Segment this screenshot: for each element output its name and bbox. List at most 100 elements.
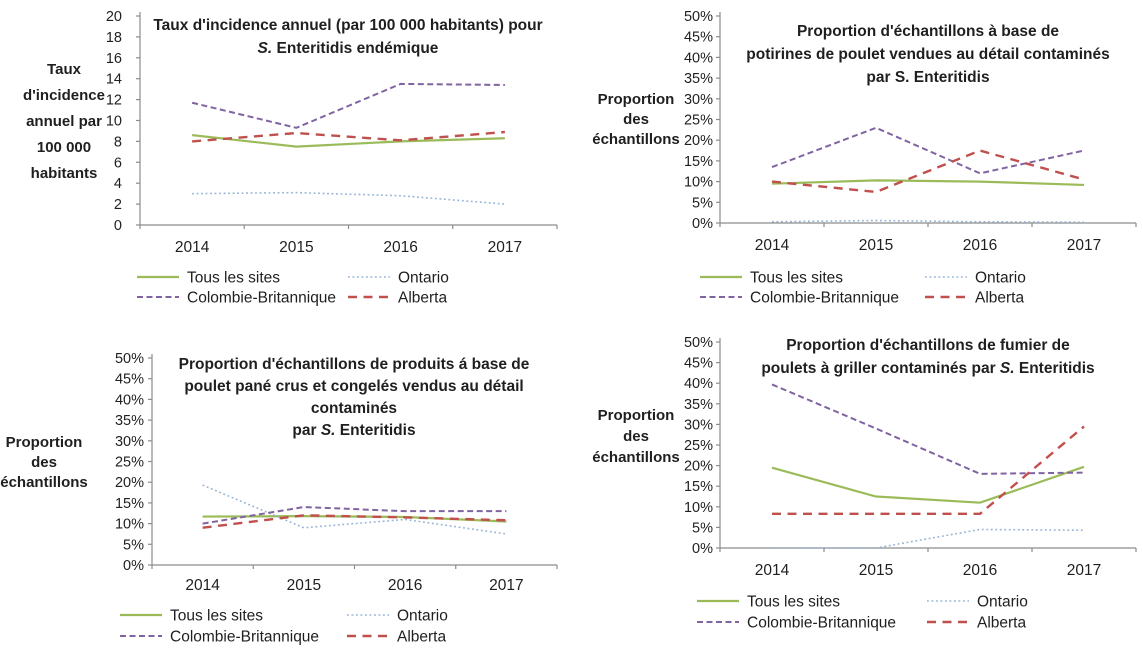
y-axis-title-line: des (31, 454, 57, 471)
series-line-0 (771, 179, 1085, 187)
y-axis-title-line: d'incidence (23, 87, 105, 104)
y-tick-label: 4 (114, 176, 122, 192)
y-tick-label: 50% (684, 9, 713, 25)
series-line-1 (771, 219, 1085, 223)
title-segment: par S. Enteritidis (866, 69, 990, 86)
chart-title-line: S. Enteritidis endémique (135, 37, 561, 60)
y-tick-label: 45% (115, 372, 144, 388)
axis-lines (719, 338, 1136, 549)
chart-title-line: contaminés (148, 398, 560, 420)
y-tick-label: 35% (684, 397, 713, 413)
series-line-2 (191, 82, 505, 129)
x-category-label: 2017 (1067, 237, 1101, 254)
title-italic-segment: S. (257, 40, 273, 57)
y-axis-title-line: des (623, 428, 649, 445)
y-axis-title: Proportion des échantillons (590, 405, 682, 468)
series-line-1 (202, 484, 507, 535)
y-axis-title-line: habitants (30, 165, 98, 182)
y-tick-label: 5% (692, 520, 713, 536)
title-segment: Proportion d'échantillons de produits á … (178, 356, 530, 373)
legend-label: Alberta (975, 290, 1024, 307)
y-axis-title-line: des (623, 111, 649, 128)
y-tick-label: 20% (684, 133, 713, 149)
legend-label: Colombie-Britannique (747, 615, 896, 632)
chart-title-line: Proportion d'échantillons de fumier de (707, 334, 1143, 357)
series-line-2 (771, 126, 1085, 175)
series-line-2 (202, 506, 507, 525)
series-line-3 (771, 149, 1085, 194)
y-tick-label: 20 (106, 9, 122, 25)
chart-title-line: poulets à griller contaminés par S. Ente… (707, 357, 1143, 380)
legend-label: Alberta (398, 290, 447, 307)
y-axis-title-line: Proportion (5, 434, 83, 451)
legend-label: Tous les sites (187, 270, 280, 287)
y-axis-title-line: Proportion (597, 407, 675, 424)
y-tick-label: 18 (106, 30, 122, 46)
legend-label: Ontario (398, 270, 449, 287)
series-line-1 (192, 191, 505, 205)
chart-title: Proportion d'échantillons de produits á … (148, 354, 560, 442)
y-tick-label: 25% (115, 455, 144, 471)
chart-title-line: par S. Enteritidis (711, 66, 1143, 89)
legend-label: Colombie-Britannique (187, 290, 336, 307)
title-segment: Enteritidis (1014, 360, 1095, 377)
y-axis-title: Proportion des échantillons (0, 433, 89, 493)
legend-label: Alberta (397, 629, 446, 646)
y-tick-label: 30% (115, 434, 144, 450)
legend-label: Alberta (977, 615, 1026, 632)
y-tick-label: 6 (114, 155, 122, 171)
legend-label: Tous les sites (747, 594, 840, 611)
legend-label: Colombie-Britannique (170, 629, 319, 646)
y-axis-title-line: annuel par (26, 113, 102, 130)
y-tick-label: 0% (123, 558, 144, 574)
y-axis-title-line: échantillons (0, 474, 88, 491)
series-line-1 (772, 528, 1085, 549)
y-tick-label: 0% (692, 541, 713, 557)
chart-title-line: potirines de poulet vendues au détail co… (711, 43, 1143, 66)
chart-title-line: poulet pané crus et congelés vendus au d… (148, 376, 560, 398)
x-category-label: 2016 (963, 562, 997, 579)
y-tick-label: 10 (106, 114, 122, 130)
y-tick-label: 45% (684, 356, 713, 372)
series-line-0 (192, 134, 505, 148)
title-segment: poulets à griller contaminés par (761, 360, 1000, 377)
x-category-label: 2016 (963, 237, 997, 254)
chart-title: Proportion d'échantillons de fumier de po… (707, 334, 1143, 380)
x-category-label: 2014 (175, 239, 210, 256)
y-tick-label: 5% (123, 537, 144, 553)
x-category-label: 2015 (287, 577, 321, 594)
x-category-label: 2016 (383, 239, 417, 256)
y-tick-label: 15% (115, 496, 144, 512)
x-category-label: 2017 (489, 577, 523, 594)
series-line-0 (202, 515, 507, 523)
title-segment: Enteritidis (335, 422, 416, 439)
y-tick-label: 40% (115, 392, 144, 408)
y-axis-title-line: 100 000 (36, 139, 92, 156)
x-category-label: 2015 (859, 562, 893, 579)
series-line-0 (771, 465, 1085, 504)
y-tick-label: 15% (684, 479, 713, 495)
chart-title-line: Proportion d'échantillons à base de (711, 20, 1143, 43)
axis-lines (719, 12, 1136, 224)
y-tick-label: 20% (115, 475, 144, 491)
title-segment: contaminés (310, 400, 398, 417)
y-tick-label: 35% (115, 413, 144, 429)
chart-title-line: Taux d'incidence annuel (par 100 000 hab… (135, 14, 561, 37)
y-tick-label: 16 (106, 51, 122, 67)
y-tick-label: 14 (106, 72, 122, 88)
series-line-3 (192, 130, 505, 143)
y-tick-label: 15% (684, 154, 713, 170)
title-segment: Proportion d'échantillons à base de (796, 23, 1060, 40)
y-tick-label: 0 (114, 218, 122, 234)
chart-title-line: Proportion d'échantillons de produits á … (148, 354, 560, 376)
y-tick-label: 8 (114, 134, 122, 150)
legend-label: Tous les sites (750, 270, 843, 287)
y-tick-label: 25% (684, 113, 713, 129)
y-axis-title-line: échantillons (592, 131, 680, 148)
x-category-label: 2015 (279, 239, 313, 256)
